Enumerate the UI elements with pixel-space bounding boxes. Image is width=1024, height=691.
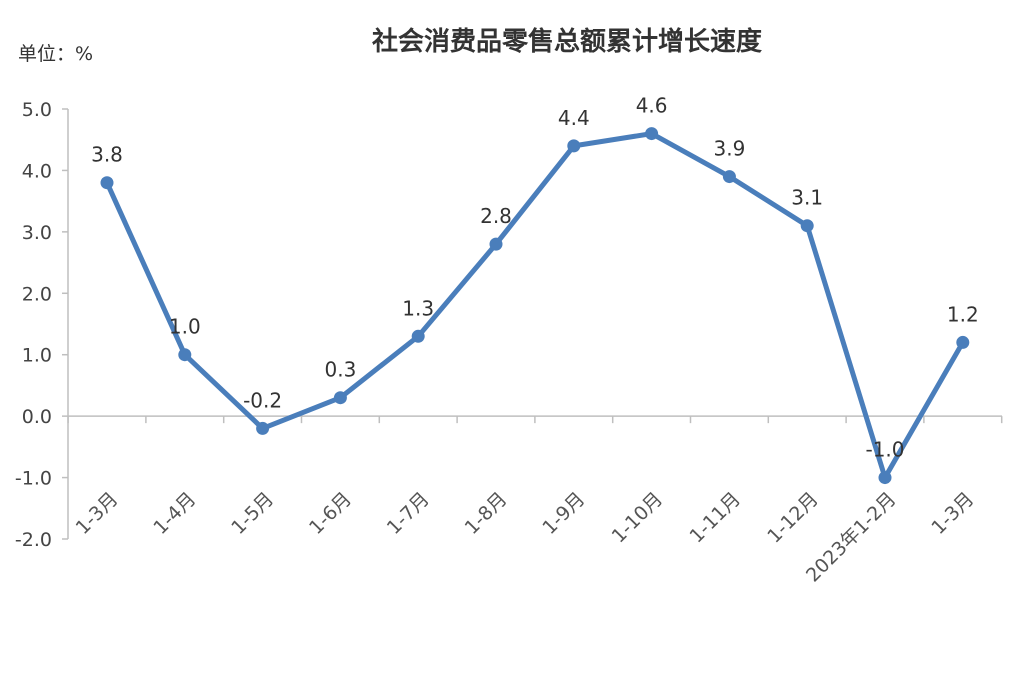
data-label: 3.8 (91, 143, 123, 167)
x-tick-label: 1-4月 (149, 488, 200, 539)
data-point (567, 139, 581, 153)
y-axis-ticks: 5.0 4.0 3.0 2.0 1.0 0.0 -1.0 -2.0 (15, 99, 68, 551)
chart-title: 社会消费品零售总额累计增长速度 (372, 26, 762, 57)
x-tick-label: 1-3月 (927, 488, 978, 539)
data-label: 4.4 (558, 106, 590, 130)
y-tick-label: 0.0 (22, 406, 52, 428)
data-point (178, 348, 192, 362)
data-point (878, 471, 892, 485)
series-line (104, 131, 966, 481)
data-point (256, 421, 270, 435)
x-tick-label: 1-6月 (305, 488, 356, 539)
x-tick-label: 1-10月 (608, 488, 667, 547)
x-tick-label: 1-9月 (538, 488, 589, 539)
y-tick-label: 3.0 (22, 222, 52, 244)
data-point (645, 127, 659, 141)
data-label: 3.9 (713, 137, 745, 161)
data-label: 3.1 (791, 186, 823, 210)
x-tick-label: 1-5月 (227, 488, 278, 539)
axes (67, 109, 1002, 539)
data-labels: 3.8 1.0 -0.2 0.3 1.3 2.8 4.4 4.6 3.9 3.1 -1.0 1.2 (91, 94, 979, 462)
data-point (489, 237, 503, 251)
data-label: 4.6 (636, 94, 668, 118)
x-tick-label: 1-11月 (685, 488, 744, 547)
data-point (411, 329, 425, 343)
unit-label: 单位：% (18, 43, 93, 65)
data-label: 0.3 (324, 358, 356, 382)
data-label: 1.2 (947, 302, 979, 326)
y-tick-label: 1.0 (22, 345, 52, 367)
data-label: 1.0 (169, 315, 201, 339)
x-axis-ticks: 1-3月 1-4月 1-5月 1-6月 1-7月 1-8月 1-9月 1-10月 1-11月 1-… (67, 416, 1003, 587)
x-tick-label: 1-3月 (72, 488, 123, 539)
data-point (722, 170, 736, 184)
y-tick-label: -2.0 (15, 529, 52, 551)
x-tick-label: 1-8月 (461, 488, 512, 539)
y-tick-label: -1.0 (15, 468, 52, 490)
data-label: 2.8 (480, 204, 512, 228)
y-tick-label: 5.0 (22, 99, 52, 121)
x-tick-label: 1-12月 (763, 488, 822, 547)
data-label: -0.2 (243, 388, 282, 412)
data-label: 1.3 (402, 296, 434, 320)
data-label: -1.0 (865, 438, 904, 462)
data-point (100, 176, 114, 190)
data-points (100, 127, 970, 485)
y-tick-label: 4.0 (22, 160, 52, 182)
data-point (333, 391, 347, 405)
data-point (956, 335, 970, 349)
x-tick-label: 1-7月 (383, 488, 434, 539)
data-point (800, 219, 814, 233)
y-tick-label: 2.0 (22, 283, 52, 305)
